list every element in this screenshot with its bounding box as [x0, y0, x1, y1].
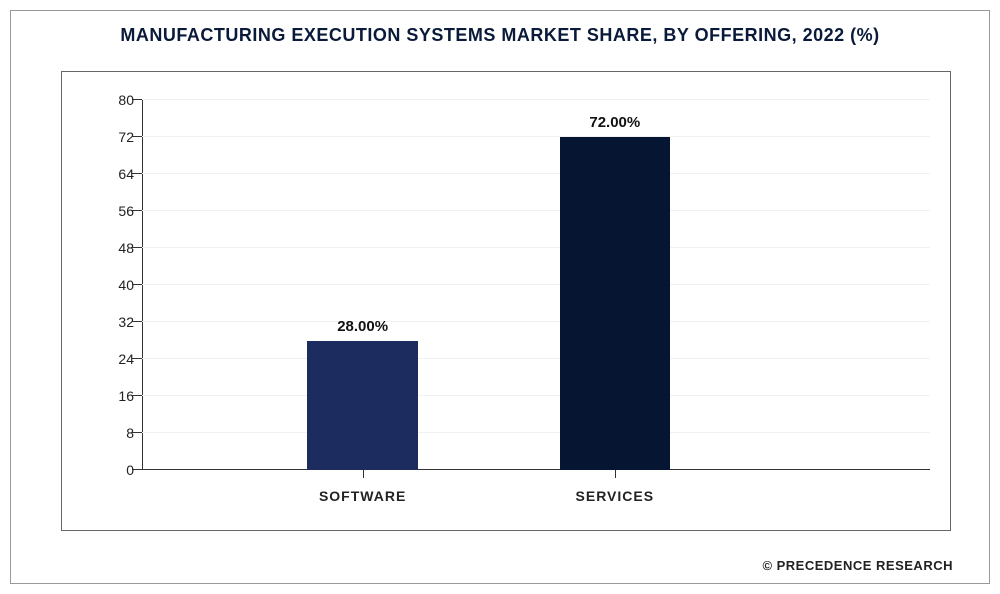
chart-title: Manufacturing Execution Systems Market S… [11, 25, 989, 46]
y-axis [142, 100, 143, 470]
chart-outer-frame: Manufacturing Execution Systems Market S… [10, 10, 990, 584]
gridline [142, 395, 930, 396]
bar-value-label: 72.00% [515, 114, 715, 131]
gridline [142, 210, 930, 211]
y-tick-label: 16 [94, 388, 134, 404]
gridline [142, 321, 930, 322]
x-axis [142, 469, 930, 470]
gridline [142, 432, 930, 433]
y-tick-label: 64 [94, 166, 134, 182]
y-tick-label: 8 [94, 425, 134, 441]
source-attribution: © PRECEDENCE RESEARCH [762, 558, 953, 573]
y-tick-label: 40 [94, 277, 134, 293]
gridline [142, 136, 930, 137]
bar-software [307, 341, 417, 471]
y-tick-label: 32 [94, 314, 134, 330]
y-tick-label: 24 [94, 351, 134, 367]
y-tick-label: 56 [94, 203, 134, 219]
y-tick-label: 80 [94, 92, 134, 108]
gridline [142, 99, 930, 100]
gridline [142, 284, 930, 285]
bar-services [560, 137, 670, 470]
gridline [142, 173, 930, 174]
x-tick [615, 470, 616, 478]
category-label: Services [515, 488, 715, 504]
category-label: Software [263, 488, 463, 504]
y-tick-label: 48 [94, 240, 134, 256]
gridline [142, 358, 930, 359]
plot-frame: 0 8 16 24 32 40 48 56 64 72 80 28.00% Software 72.00%… [61, 71, 951, 531]
gridline [142, 247, 930, 248]
y-tick-label: 72 [94, 129, 134, 145]
x-tick [363, 470, 364, 478]
y-tick-label: 0 [94, 462, 134, 478]
bar-value-label: 28.00% [263, 318, 463, 335]
chart-area: 0816243240485664728028.00%Software72.00%… [142, 100, 930, 470]
